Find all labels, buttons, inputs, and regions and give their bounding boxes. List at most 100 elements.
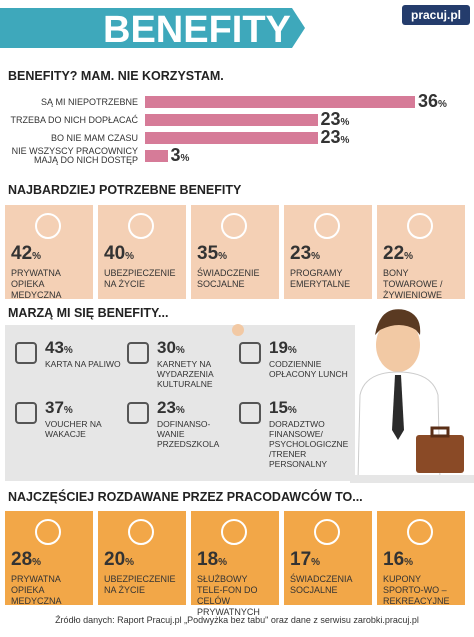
- icon: [239, 402, 261, 424]
- icon: [221, 213, 247, 239]
- section-title: MARZĄ MI SIĘ BENEFITY...: [8, 306, 169, 320]
- value-unit: %: [63, 345, 73, 356]
- value: 17%: [290, 549, 320, 571]
- section-title: NAJCZĘŚCIEJ ROZDAWANE PRZEZ PRACODAWCÓW …: [8, 490, 363, 504]
- label: BONY TOWAROWE /ŻYWIENIOWE: [383, 268, 443, 300]
- value: 40%: [104, 243, 134, 265]
- value: 43%: [45, 338, 73, 358]
- value-unit: %: [175, 405, 185, 416]
- value-number: 23: [290, 243, 312, 264]
- value-number: 15: [269, 398, 288, 417]
- value: 3%: [171, 145, 190, 166]
- label: UBEZPIECZENIE NA ŻYCIE: [104, 574, 176, 595]
- value-unit: %: [218, 557, 228, 568]
- value-number: 22: [383, 243, 405, 264]
- tile: 28% PRYWATNA OPIEKA MEDYCZNA: [5, 511, 93, 606]
- icon: [35, 213, 61, 239]
- icon: [127, 342, 149, 364]
- title-banner: [0, 8, 305, 48]
- icon: [314, 519, 340, 545]
- icon: [407, 213, 433, 239]
- benefit-item: 15% DORADZTWO FINANSOWE/ PSYCHOLOGICZNE /…: [239, 398, 349, 469]
- value-unit: %: [218, 251, 228, 262]
- tile: 18% SŁUŻBOWY TELE-FON DO CELÓW PRYWATNYCH: [191, 511, 279, 617]
- value-unit: %: [32, 251, 42, 262]
- value: 16%: [383, 549, 413, 571]
- value-unit: %: [340, 135, 350, 146]
- label: PRYWATNA OPIEKA MEDYCZNA: [11, 574, 62, 606]
- value: 20%: [104, 549, 134, 571]
- label: VOUCHER NA WAKACJE: [45, 419, 102, 439]
- label: CODZIENNIE OPŁACONY LUNCH: [269, 359, 348, 379]
- value-number: 23: [320, 109, 341, 129]
- tile: 40% UBEZPIECZENIE NA ŻYCIE: [98, 205, 186, 299]
- value-number: 23: [157, 398, 176, 417]
- value: 28%: [11, 549, 41, 571]
- man-illustration: [232, 309, 464, 481]
- tile: 20% UBEZPIECZENIE NA ŻYCIE: [98, 511, 186, 605]
- value-unit: %: [404, 251, 414, 262]
- value-unit: %: [125, 251, 135, 262]
- label: SŁUŻBOWY TELE-FON DO CELÓW PRYWATNYCH: [197, 574, 260, 617]
- value: 15%: [269, 398, 297, 418]
- icon: [407, 519, 433, 545]
- value-number: 28: [11, 549, 33, 570]
- value-number: 43: [45, 338, 64, 357]
- label: UBEZPIECZENIE NA ŻYCIE: [104, 268, 176, 289]
- value: 36%: [418, 91, 447, 112]
- value: 19%: [269, 338, 297, 358]
- tile: 42% PRYWATNA OPIEKA MEDYCZNA: [5, 205, 93, 300]
- label: PRYWATNA OPIEKA MEDYCZNA: [11, 268, 62, 300]
- label: PROGRAMY EMERYTALNE: [290, 268, 351, 289]
- value-unit: %: [287, 345, 297, 356]
- value-unit: %: [125, 557, 135, 568]
- value-unit: %: [287, 405, 297, 416]
- value-number: 3: [170, 145, 181, 165]
- bar: [145, 132, 318, 144]
- icon: [127, 402, 149, 424]
- section-title: NAJBARDZIEJ POTRZEBNE BENEFITY: [8, 183, 242, 197]
- brand: pracuj.pl: [410, 8, 461, 22]
- value-number: 37: [45, 398, 64, 417]
- benefit-item: 19% CODZIENNIE OPŁACONY LUNCH: [239, 338, 349, 394]
- label: ŚWIADCZENIA SOCJALNE: [290, 574, 353, 595]
- icon: [15, 402, 37, 424]
- value-number: 35: [197, 243, 219, 264]
- value-number: 23: [320, 127, 341, 147]
- value-number: 36: [418, 91, 439, 111]
- value-unit: %: [32, 557, 42, 568]
- value-unit: %: [311, 557, 321, 568]
- icon: [128, 519, 154, 545]
- footer: Źródło danych: Raport Pracuj.pl „Podwyżk…: [55, 615, 419, 625]
- value-unit: %: [175, 345, 185, 356]
- label: DOFINANSO-WANIE PRZEDSZKOLA: [157, 419, 220, 449]
- value-unit: %: [404, 557, 414, 568]
- value-unit: %: [63, 405, 73, 416]
- bar: [145, 150, 168, 162]
- value-unit: %: [180, 153, 190, 164]
- benefit-item: 30% KARNETY NA WYDARZENIA KULTURALNE: [127, 338, 237, 394]
- value: 23%: [321, 109, 350, 130]
- icon: [314, 213, 340, 239]
- value-number: 16: [383, 549, 405, 570]
- value: 35%: [197, 243, 227, 265]
- label: KARNETY NA WYDARZENIA KULTURALNE: [157, 359, 214, 389]
- tile: 35% ŚWIADCZENIE SOCJALNE: [191, 205, 279, 299]
- icon: [15, 342, 37, 364]
- bar-label: BO NIE MAM CZASU: [50, 133, 138, 143]
- value: 18%: [197, 549, 227, 571]
- value-number: 20: [104, 549, 126, 570]
- value-number: 19: [269, 338, 288, 357]
- benefit-item: 37% VOUCHER NA WAKACJE: [15, 398, 125, 454]
- bar-label: NIE WSZYSCY PRACOWNICY MAJĄ DO NICH DOST…: [11, 146, 138, 165]
- value-unit: %: [340, 117, 350, 128]
- value: 30%: [157, 338, 185, 358]
- value: 23%: [290, 243, 320, 265]
- value-number: 42: [11, 243, 33, 264]
- bar: [145, 96, 415, 108]
- tile: 22% BONY TOWAROWE /ŻYWIENIOWE: [377, 205, 465, 300]
- value-number: 18: [197, 549, 219, 570]
- icon: [128, 213, 154, 239]
- value-number: 17: [290, 549, 312, 570]
- bar: [145, 114, 318, 126]
